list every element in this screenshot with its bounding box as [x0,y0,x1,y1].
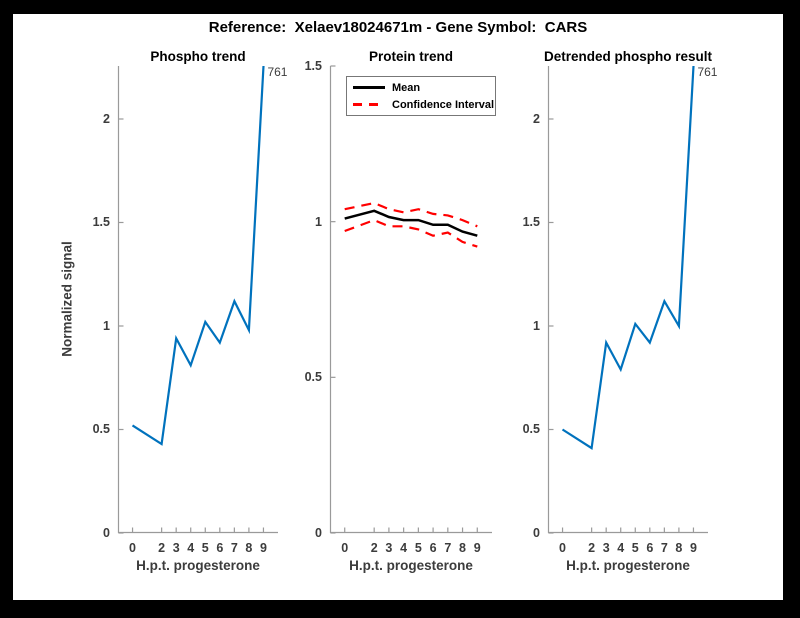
detrended-phospho-signal-line [561,65,695,450]
plot-area [329,65,492,534]
y-tick-label: 0.5 [522,422,540,437]
x-axis-label: H.p.t. progesterone [566,558,690,573]
y-tick-label: 1.5 [304,59,322,73]
x-tick-label: 7 [230,541,238,555]
x-tick-label: 4 [187,541,195,555]
x-axis-label: H.p.t. progesterone [136,558,260,573]
data-point-annotation: 761 [267,65,288,79]
x-tick-label: 9 [473,541,481,555]
x-tick-label: 8 [245,541,253,555]
data-point-annotation: 761 [697,65,718,79]
subplot-detrended-phospho: Detrended phospho result H.p.t. progeste… [523,49,718,573]
y-tick-label: 1 [533,318,540,333]
x-tick-label: 7 [660,541,668,555]
legend-item-confidence-interval: Confidence Interval [353,99,494,111]
subplot-title: Protein trend [368,49,453,64]
legend-label-confidence-interval: Confidence Interval [392,98,495,111]
ci-lower-line [344,218,478,248]
x-tick-label: 4 [400,541,408,555]
phospho-signal-line [131,65,265,446]
y-tick-label: 2 [533,111,540,126]
legend-item-mean: Mean [353,82,489,94]
y-tick-label: 0.5 [304,370,322,385]
subplot-protein-trend: Protein trend H.p.t. progesterone Mean C… [305,49,496,573]
legend-label-mean: Mean [392,81,421,94]
x-tick-label: 8 [675,541,683,555]
legend: Mean Confidence Interval [346,76,496,116]
mean-line-sample-icon [353,86,385,89]
x-tick-label: 0 [341,541,349,555]
x-tick-label: 2 [158,541,166,555]
figure-title: Reference: Xelaev18024671m - Gene Symbol… [208,19,588,36]
y-tick-label: 0 [103,526,110,540]
ci-upper-line [344,201,478,228]
y-tick-label: 0 [533,526,540,540]
x-tick-label: 8 [459,541,466,555]
x-tick-label: 6 [216,541,224,555]
plot-area [547,65,708,534]
mean-line [344,209,478,237]
x-tick-label: 4 [617,541,625,555]
x-tick-label: 9 [689,541,697,555]
x-tick-label: 6 [429,541,437,555]
y-tick-label: 1.5 [92,215,110,230]
figure-canvas: Reference: Xelaev18024671m - Gene Symbol… [13,14,783,600]
y-tick-label: 2 [103,111,110,126]
x-tick-label: 9 [259,541,267,555]
x-tick-label: 3 [172,541,180,555]
x-tick-label: 6 [646,541,654,555]
x-tick-label: 5 [201,541,209,555]
subplot-title: Phospho trend [150,49,246,64]
y-axis-label: Normalized signal [59,241,75,357]
x-tick-label: 5 [414,541,422,555]
x-tick-label: 7 [444,541,452,555]
y-tick-label: 1 [315,214,322,229]
x-tick-label: 3 [385,541,393,555]
y-tick-label: 0 [315,526,322,540]
y-tick-label: 1.5 [522,215,540,230]
x-axis-label: H.p.t. progesterone [349,558,473,573]
subplot-title: Detrended phospho result [543,49,712,64]
x-tick-label: 3 [602,541,610,555]
y-tick-label: 0.5 [92,422,110,437]
y-tick-label: 1 [103,318,110,333]
x-tick-label: 5 [631,541,639,555]
x-tick-label: 0 [129,541,136,555]
confidence-interval-line-sample-icon [353,103,385,106]
x-tick-label: 0 [559,541,566,555]
plot-area [117,65,278,534]
x-tick-label: 2 [588,541,596,555]
x-tick-label: 2 [370,541,378,555]
